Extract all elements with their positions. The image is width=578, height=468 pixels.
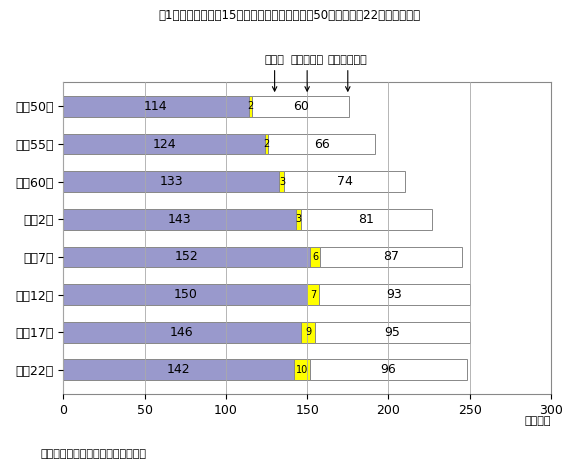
Text: 図1　労働力状態別15歳以上人口の推移（昭和50年から平成22年）　茨城県: 図1 労働力状態別15歳以上人口の推移（昭和50年から平成22年） 茨城県 <box>158 9 420 22</box>
Bar <box>63 247 310 267</box>
Bar <box>310 247 320 267</box>
Text: 114: 114 <box>144 100 168 113</box>
X-axis label: （万人）: （万人） <box>525 416 551 426</box>
Bar <box>296 209 301 230</box>
Bar <box>249 96 252 117</box>
Bar <box>63 134 265 154</box>
Bar <box>63 322 301 343</box>
Bar <box>63 96 249 117</box>
Text: 10: 10 <box>296 365 309 375</box>
Text: 66: 66 <box>314 138 329 151</box>
Text: 74: 74 <box>336 175 353 188</box>
Bar <box>320 247 462 267</box>
Bar <box>301 209 432 230</box>
Bar <box>307 284 318 305</box>
Text: 81: 81 <box>358 213 375 226</box>
Text: 143: 143 <box>168 213 191 226</box>
Text: 96: 96 <box>380 363 397 376</box>
Bar <box>280 171 284 192</box>
Text: 7: 7 <box>310 290 316 300</box>
Text: 3: 3 <box>295 214 301 224</box>
Text: 60: 60 <box>292 100 309 113</box>
Text: 152: 152 <box>175 250 199 263</box>
Bar <box>252 96 350 117</box>
Text: 注）　労働力状態「不詳」を除く。: 注） 労働力状態「不詳」を除く。 <box>40 449 146 459</box>
Text: 150: 150 <box>173 288 197 301</box>
Bar <box>63 209 296 230</box>
Bar <box>301 322 315 343</box>
Bar <box>63 284 307 305</box>
Text: 3: 3 <box>279 177 285 187</box>
Text: 就業者: 就業者 <box>265 55 284 91</box>
Bar <box>265 134 268 154</box>
Bar <box>318 284 470 305</box>
Text: 2: 2 <box>264 139 269 149</box>
Text: 146: 146 <box>170 326 194 339</box>
Text: 93: 93 <box>386 288 402 301</box>
Text: 124: 124 <box>152 138 176 151</box>
Bar <box>63 359 294 380</box>
Text: 142: 142 <box>167 363 191 376</box>
Bar <box>284 171 405 192</box>
Text: 完全失業者: 完全失業者 <box>291 55 324 91</box>
Text: 2: 2 <box>247 102 253 111</box>
Bar <box>63 171 280 192</box>
Text: 133: 133 <box>160 175 183 188</box>
Text: 87: 87 <box>383 250 399 263</box>
Text: 9: 9 <box>305 327 311 337</box>
Text: 95: 95 <box>384 326 401 339</box>
Text: 非労働力人口: 非労働力人口 <box>328 55 368 91</box>
Bar <box>310 359 466 380</box>
Bar <box>268 134 376 154</box>
Bar <box>294 359 310 380</box>
Text: 6: 6 <box>312 252 318 262</box>
Bar <box>315 322 470 343</box>
